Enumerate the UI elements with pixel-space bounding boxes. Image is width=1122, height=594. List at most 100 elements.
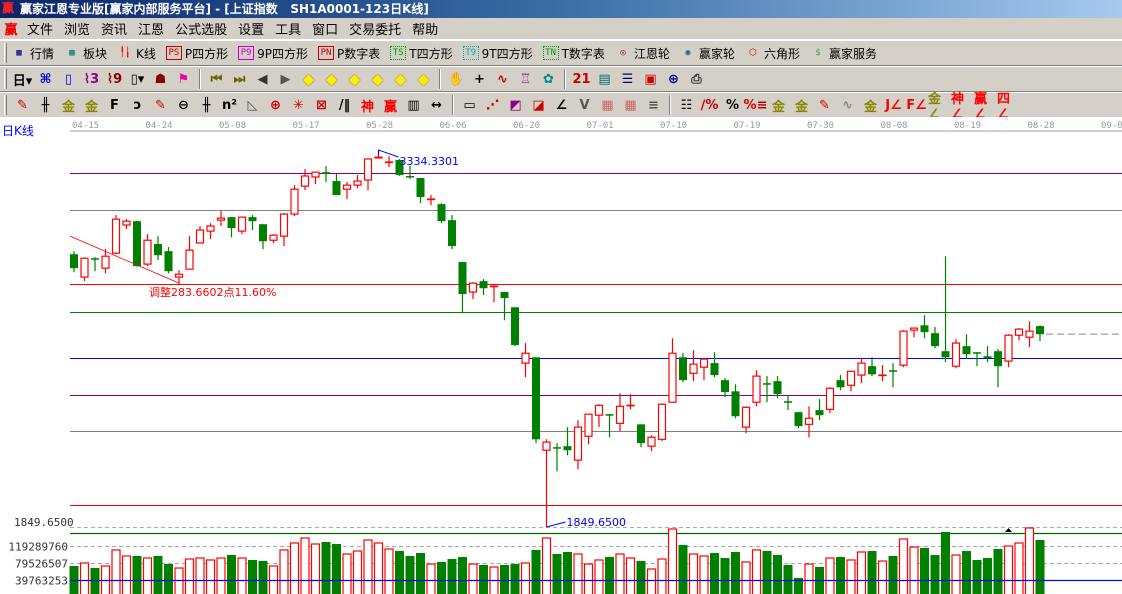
ruler-button[interactable]: ▥ bbox=[402, 94, 425, 116]
candle-down[interactable] bbox=[91, 257, 99, 272]
candle-down[interactable] bbox=[448, 215, 456, 250]
gold-lines-2-button[interactable]: 金 bbox=[80, 94, 103, 116]
candle-down[interactable] bbox=[406, 166, 414, 180]
angle-button[interactable]: ∠ bbox=[550, 94, 573, 116]
candle-down[interactable] bbox=[553, 443, 561, 472]
square-cycle-button[interactable]: n² bbox=[218, 94, 241, 116]
candle-up[interactable] bbox=[521, 343, 530, 378]
candle-up[interactable] bbox=[122, 219, 131, 230]
candle-up[interactable] bbox=[300, 169, 310, 191]
candle-up[interactable] bbox=[143, 234, 152, 267]
circle-cycle-button[interactable]: ⊖ bbox=[172, 94, 195, 116]
hand-button[interactable]: ✋ bbox=[445, 68, 468, 90]
percent-fan-button[interactable]: ∕% bbox=[698, 94, 721, 116]
web-box-button[interactable]: ⊠ bbox=[310, 94, 333, 116]
candle-up[interactable] bbox=[237, 216, 247, 235]
web-button[interactable]: ✳ bbox=[287, 94, 310, 116]
candle-down[interactable] bbox=[322, 166, 330, 183]
candle-down[interactable] bbox=[773, 376, 782, 399]
candle-down[interactable] bbox=[259, 224, 267, 250]
candle-up[interactable] bbox=[342, 182, 352, 200]
period-day-dropdown-button[interactable]: 日▾ bbox=[11, 68, 34, 90]
candle-down[interactable] bbox=[941, 256, 950, 363]
diamond-shrink-button[interactable]: ◆ bbox=[389, 68, 412, 90]
candle-up[interactable] bbox=[741, 406, 751, 434]
ying-button[interactable]: 赢 bbox=[379, 94, 402, 116]
candle-up[interactable] bbox=[311, 171, 320, 185]
candle-down[interactable] bbox=[563, 427, 572, 456]
toolbar-button-sector-blocks[interactable]: ▩ 板块 bbox=[64, 45, 107, 62]
candle-down[interactable] bbox=[500, 292, 509, 321]
zigzag-button[interactable]: ∿ bbox=[491, 68, 514, 90]
candle-down[interactable] bbox=[920, 315, 929, 339]
percent-button[interactable]: % bbox=[721, 94, 744, 116]
candle-down[interactable] bbox=[889, 363, 897, 388]
calculator-button[interactable]: ▤ bbox=[593, 68, 616, 90]
brush-button[interactable]: ✎ bbox=[11, 94, 34, 116]
candle-up[interactable] bbox=[825, 387, 835, 414]
wave-3-button[interactable]: ⌇3 bbox=[80, 68, 103, 90]
menu-formula-screener[interactable]: 公式选股 bbox=[175, 23, 228, 38]
arrow-left-button[interactable]: ◀ bbox=[251, 68, 274, 90]
menu-help[interactable]: 帮助 bbox=[412, 23, 439, 38]
candle-down[interactable] bbox=[794, 412, 803, 429]
diamond-left-button[interactable]: ◆ bbox=[297, 68, 320, 90]
candle-down[interactable] bbox=[815, 399, 824, 421]
menu-browse[interactable]: 浏览 bbox=[64, 23, 91, 38]
spiral-button[interactable]: ↄ bbox=[126, 94, 149, 116]
clipboard-button[interactable]: ▯ bbox=[57, 68, 80, 90]
diamond-right-button[interactable]: ◆ bbox=[320, 68, 343, 90]
figure-button[interactable]: ☗ bbox=[149, 68, 172, 90]
candle-down[interactable] bbox=[227, 217, 236, 238]
j-angle-button[interactable]: J∠ bbox=[882, 94, 905, 116]
arrow-right-button[interactable]: ▶ bbox=[274, 68, 297, 90]
candle-down[interactable] bbox=[637, 424, 645, 448]
toolbar-button-ps[interactable]: PS P四方形 bbox=[165, 45, 228, 62]
candle-down[interactable] bbox=[395, 158, 404, 176]
candle-down[interactable] bbox=[164, 247, 173, 274]
candle-down[interactable] bbox=[532, 357, 540, 444]
candle-up[interactable] bbox=[111, 215, 121, 255]
cycle-lines-button[interactable]: ╫ bbox=[195, 94, 218, 116]
adjustment-trend-line[interactable] bbox=[69, 235, 180, 284]
candle-up[interactable] bbox=[206, 223, 215, 240]
calendar-button[interactable]: 21 bbox=[570, 68, 593, 90]
toolbar-grip[interactable] bbox=[4, 69, 7, 89]
candle-up[interactable] bbox=[290, 185, 299, 217]
measure-button[interactable]: ↔ bbox=[425, 94, 448, 116]
candle-up[interactable] bbox=[80, 257, 89, 282]
save-button[interactable]: ▣ bbox=[639, 68, 662, 90]
candle-down[interactable] bbox=[416, 178, 425, 204]
ying-angle-button[interactable]: 赢∠ bbox=[974, 92, 997, 122]
notes-button[interactable]: ☰ bbox=[616, 68, 639, 90]
candle-up[interactable] bbox=[1004, 334, 1013, 368]
target-button[interactable]: ⊕ bbox=[264, 94, 287, 116]
candle-down[interactable] bbox=[1036, 325, 1044, 342]
candle-up[interactable] bbox=[657, 403, 667, 442]
candle-up[interactable] bbox=[101, 249, 110, 274]
candle-up[interactable] bbox=[615, 393, 625, 432]
candle-up[interactable] bbox=[426, 195, 436, 206]
candle-down[interactable] bbox=[962, 334, 971, 360]
candle-down[interactable] bbox=[710, 352, 719, 378]
candle-up[interactable] bbox=[668, 338, 677, 403]
toolbar-button-quote-table[interactable]: ▦ 行情 bbox=[11, 45, 54, 62]
candle-down[interactable] bbox=[994, 349, 1002, 388]
gold-bar-button[interactable]: 金 bbox=[859, 94, 882, 116]
candle-down[interactable] bbox=[437, 203, 446, 224]
va-button[interactable]: V bbox=[573, 94, 596, 116]
toolbar-button-dollar[interactable]: $ 赢家服务 bbox=[810, 45, 877, 62]
candle-up[interactable] bbox=[584, 413, 593, 445]
candle-down[interactable] bbox=[248, 215, 257, 231]
candle-up[interactable] bbox=[384, 156, 394, 168]
candle-down[interactable] bbox=[836, 375, 845, 391]
sine-button[interactable]: ∿ bbox=[836, 94, 859, 116]
candle-down[interactable] bbox=[721, 378, 729, 398]
candle-up[interactable] bbox=[689, 350, 698, 382]
parallel-lines-button[interactable]: ╫ bbox=[34, 94, 57, 116]
toolbar-button-tn[interactable]: TN T数字表 bbox=[542, 45, 605, 62]
box-fan-button[interactable]: ◩ bbox=[504, 94, 527, 116]
brain-button[interactable]: ✿ bbox=[537, 68, 560, 90]
skip-first-button[interactable]: ⏮ bbox=[205, 68, 228, 90]
candle-up[interactable] bbox=[899, 330, 908, 368]
